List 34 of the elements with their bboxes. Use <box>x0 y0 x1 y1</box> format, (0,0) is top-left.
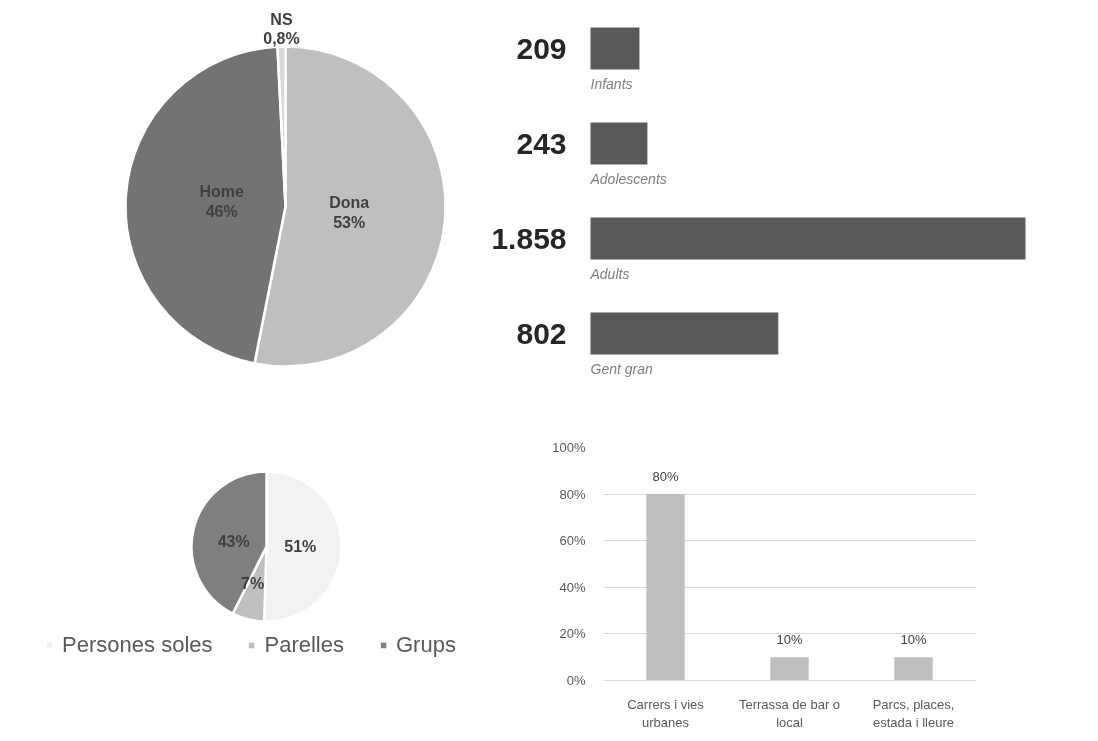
bar <box>590 27 640 70</box>
x-tick-label: Carrers i vies urbanes <box>627 696 705 730</box>
data-label: 802 <box>516 316 567 350</box>
data-label: 80% <box>652 469 679 485</box>
data-label: 7% <box>241 575 265 593</box>
y-tick-label: 80% <box>559 486 586 502</box>
y-tick-label: Adults <box>589 266 630 283</box>
legend-label: Parelles <box>264 632 344 658</box>
y-tick-label: 0% <box>566 673 586 688</box>
legend-label: Persones soles <box>62 632 213 658</box>
data-label: 243 <box>516 126 567 160</box>
y-tick-label: 40% <box>559 579 586 595</box>
slice-label: Dona <box>329 194 370 212</box>
x-tick-label: Terrassa de bar o local <box>738 696 841 730</box>
data-label: 53% <box>333 214 366 232</box>
bar <box>590 122 648 165</box>
y-tick-label: 20% <box>559 626 586 642</box>
y-tick-label: 100% <box>552 440 586 455</box>
bar <box>590 312 779 355</box>
data-label: 43% <box>217 532 250 550</box>
y-tick-label: Infants <box>590 76 633 93</box>
data-label: 209 <box>516 31 567 65</box>
data-label: 10% <box>900 632 927 648</box>
y-tick-label: Adolescents <box>589 171 667 188</box>
bar <box>590 217 1026 260</box>
legend-label: Grups <box>395 632 456 658</box>
y-tick-label: Gent gran <box>590 361 653 378</box>
slice-label: NS <box>270 10 293 28</box>
y-tick-label: 60% <box>559 533 586 549</box>
x-tick-label: Parcs, places, estada i lleure <box>872 696 955 730</box>
data-label: 0,8% <box>263 29 300 47</box>
data-label: 51% <box>284 538 317 556</box>
data-label: 1.858 <box>491 221 567 255</box>
data-label: 10% <box>776 632 803 648</box>
